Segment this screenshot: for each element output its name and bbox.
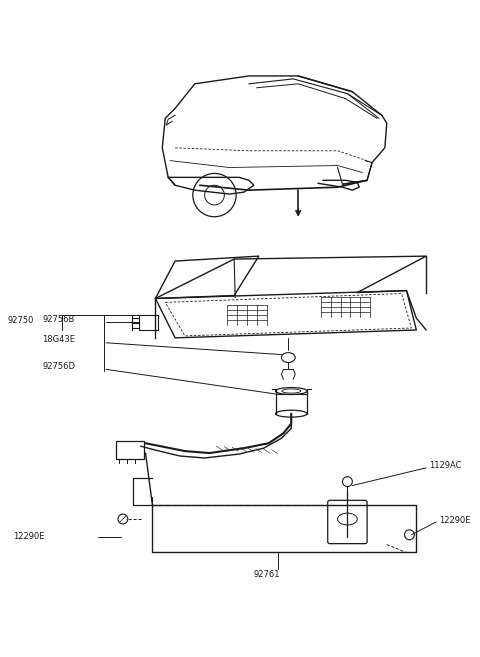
Text: 12290E: 12290E	[12, 532, 44, 541]
Bar	[139, 315, 158, 330]
Text: 92761: 92761	[254, 570, 280, 579]
FancyBboxPatch shape	[328, 501, 367, 543]
Text: 92756B: 92756B	[42, 315, 74, 324]
Ellipse shape	[276, 410, 307, 417]
Text: 92756D: 92756D	[42, 362, 75, 371]
Text: 12290E: 12290E	[439, 516, 470, 524]
Bar	[116, 442, 144, 459]
Text: 18G43E: 18G43E	[42, 335, 75, 344]
Text: 1129AC: 1129AC	[429, 461, 462, 470]
Text: 92750: 92750	[8, 315, 34, 325]
